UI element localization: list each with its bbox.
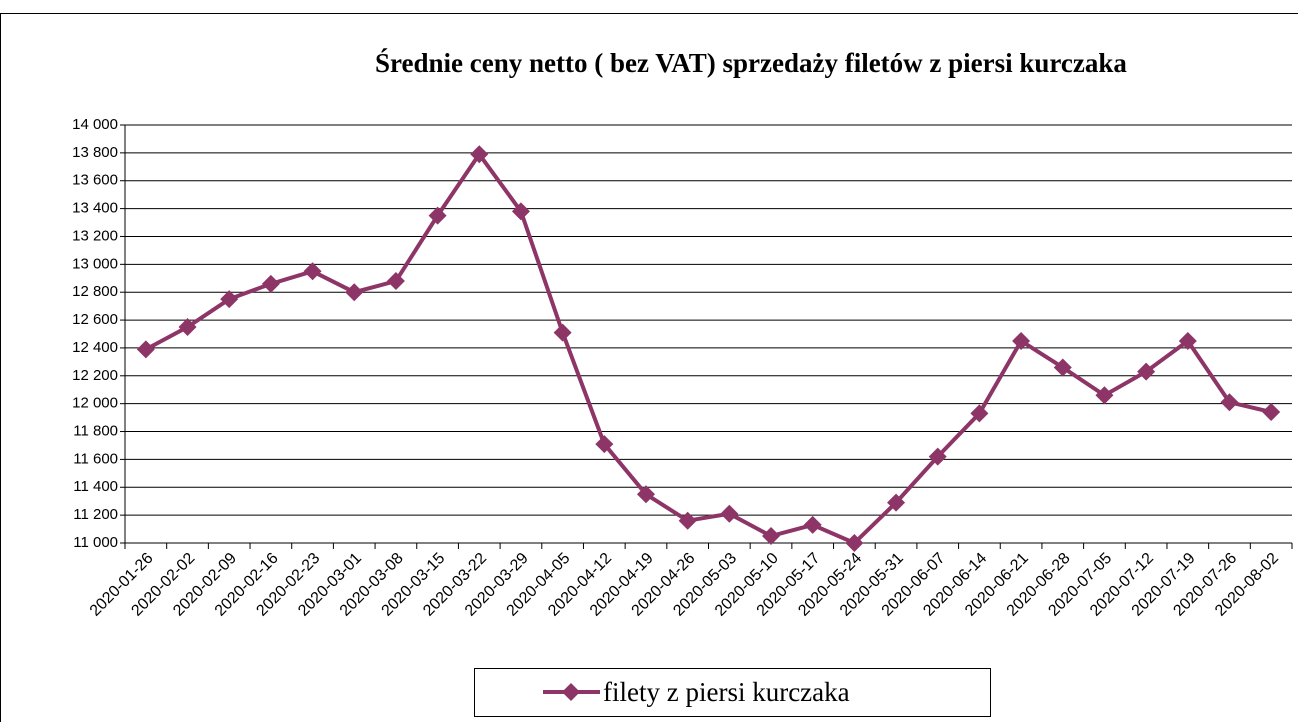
marker xyxy=(887,493,906,512)
line xyxy=(144,150,1272,546)
y-tick-label: 11 200 xyxy=(73,506,118,523)
marker xyxy=(1095,386,1114,405)
marker xyxy=(720,504,739,523)
marker xyxy=(1053,358,1072,377)
y-tick-label: 13 600 xyxy=(72,172,118,189)
marker xyxy=(803,515,822,534)
marker xyxy=(636,485,655,504)
legend-marker xyxy=(562,683,580,701)
marker xyxy=(428,206,447,225)
y-tick-label: 13 800 xyxy=(72,144,118,161)
marker xyxy=(261,274,280,293)
marker xyxy=(178,318,197,337)
marker xyxy=(345,283,364,302)
chart-frame xyxy=(0,13,1298,722)
marker xyxy=(845,534,864,552)
y-tick-label: 12 000 xyxy=(72,395,118,412)
marker xyxy=(1137,362,1156,381)
marker xyxy=(678,511,697,530)
y-tick-label: 13 400 xyxy=(72,200,118,217)
y-tick-label: 11 000 xyxy=(73,534,118,551)
y-tick-label: 13 200 xyxy=(72,227,118,244)
marker xyxy=(303,262,322,281)
marker xyxy=(970,404,989,423)
y-tick-label: 11 800 xyxy=(73,423,118,440)
legend-label: filety z piersi kurczaka xyxy=(603,677,850,707)
y-tick-label: 12 600 xyxy=(72,311,118,328)
marker xyxy=(1012,331,1031,350)
marker xyxy=(1262,403,1281,422)
marker xyxy=(928,447,947,466)
marker xyxy=(220,290,239,309)
chart-title: Średnie ceny netto ( bez VAT) sprzedaży … xyxy=(375,48,1127,78)
marker xyxy=(762,527,781,546)
y-tick-label: 12 200 xyxy=(72,367,118,384)
marker xyxy=(1220,393,1239,412)
y-tick-label: 12 400 xyxy=(72,339,118,356)
y-tick-label: 11 600 xyxy=(73,450,118,467)
y-tick-label: 12 800 xyxy=(72,283,118,300)
marker xyxy=(553,323,572,342)
y-tick-label: 14 000 xyxy=(72,116,118,133)
y-tick-label: 13 000 xyxy=(72,255,118,272)
marker xyxy=(1178,331,1197,350)
marker xyxy=(470,145,489,164)
y-tick-label: 11 400 xyxy=(73,478,118,495)
marker xyxy=(386,272,405,291)
marker xyxy=(595,435,614,454)
marker xyxy=(136,340,155,359)
marker xyxy=(511,202,530,221)
